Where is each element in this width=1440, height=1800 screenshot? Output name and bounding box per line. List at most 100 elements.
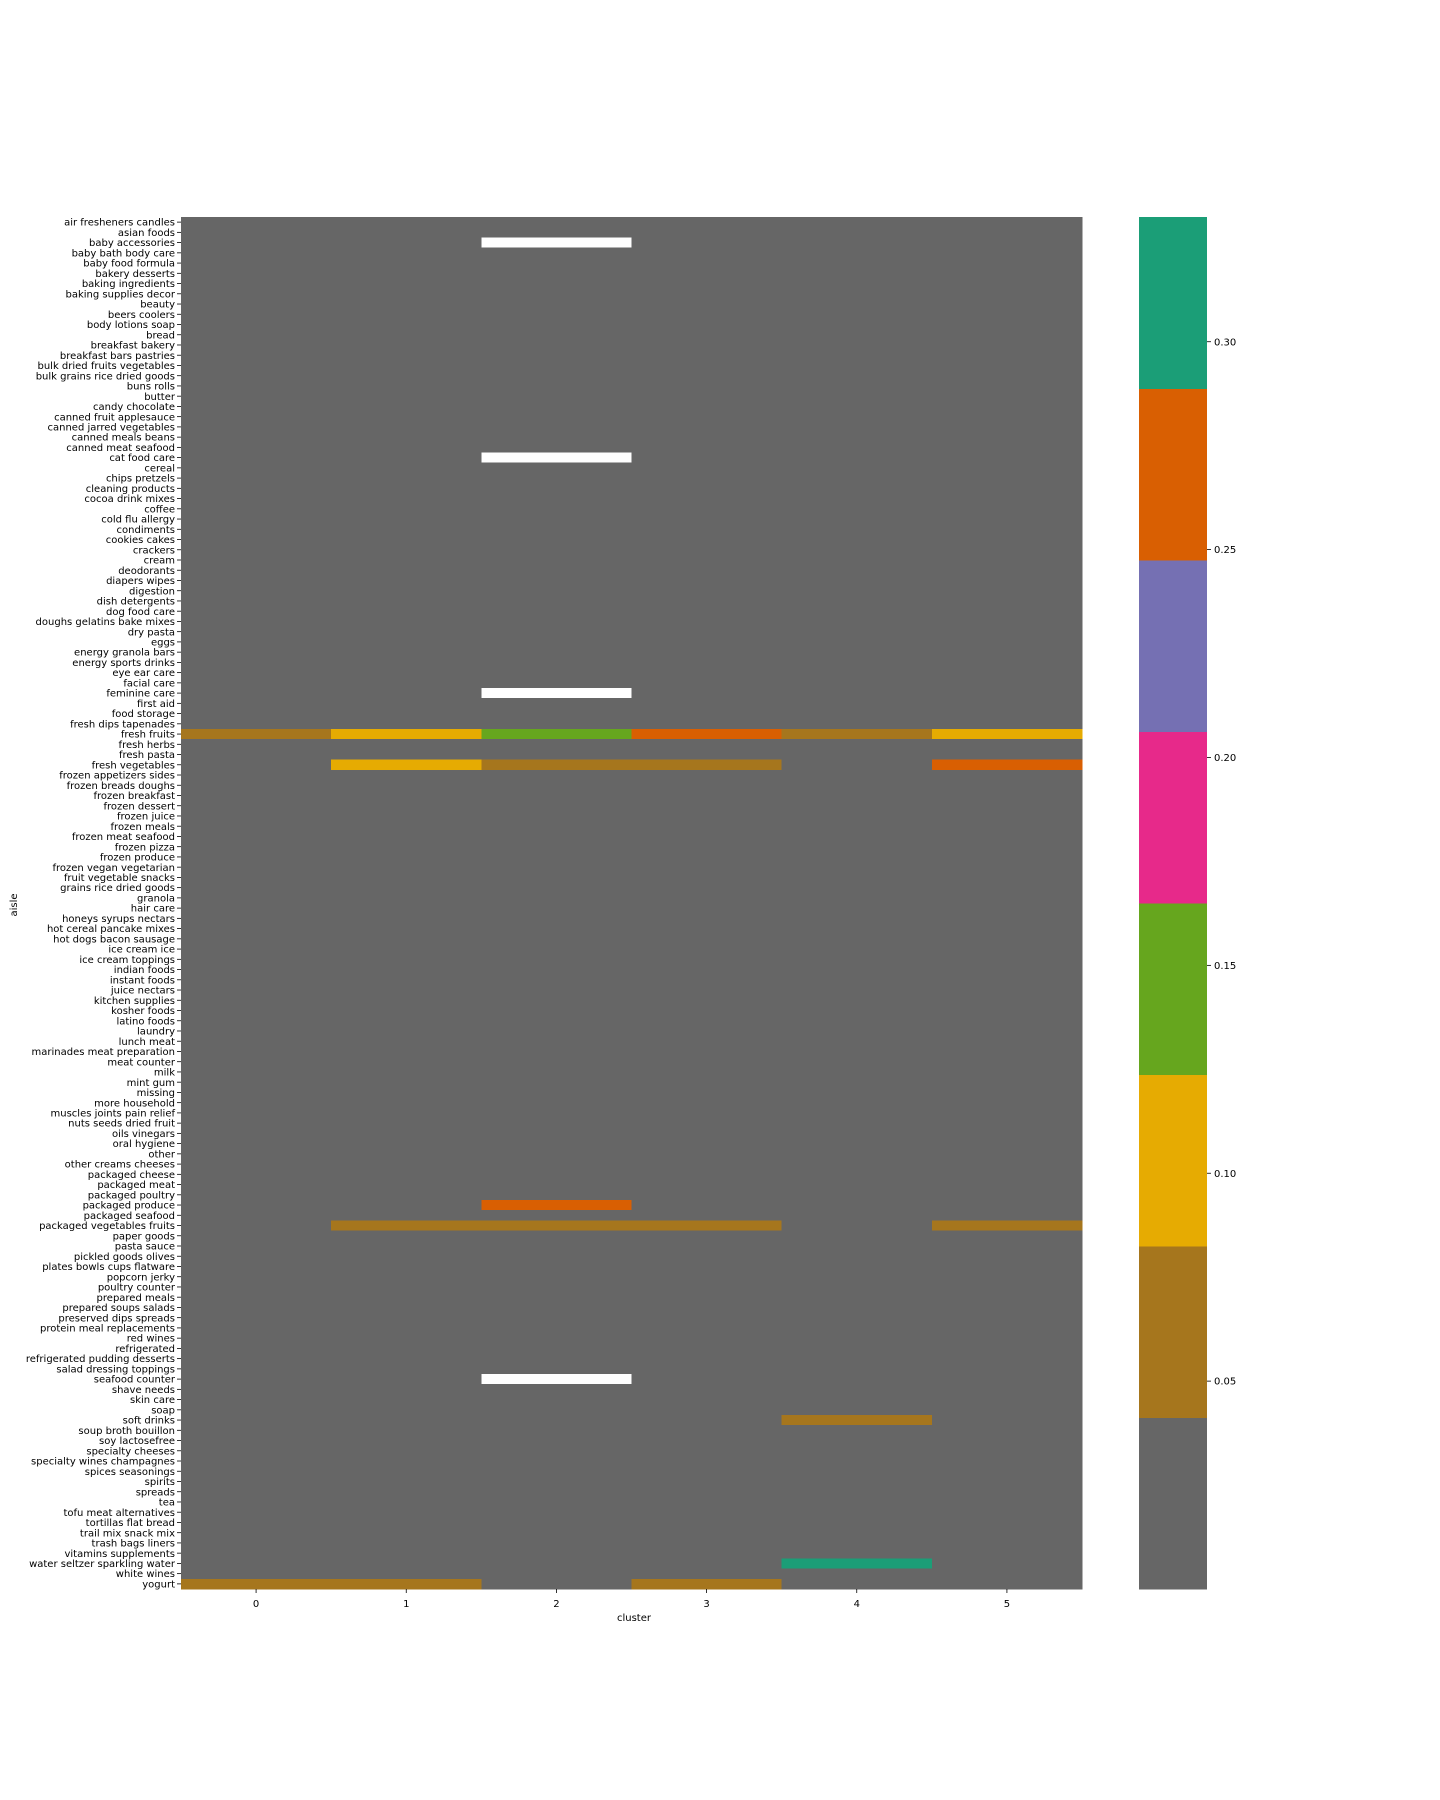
heatmap-cell xyxy=(481,769,633,781)
heatmap-cell xyxy=(631,1343,783,1355)
heatmap-cell xyxy=(331,339,482,351)
y-tick-label: meat counter xyxy=(107,1057,175,1068)
heatmap-cell xyxy=(481,1466,633,1477)
heatmap-cell xyxy=(781,1087,933,1099)
heatmap-cell xyxy=(181,892,332,904)
y-tick-label: paper goods xyxy=(113,1231,175,1242)
heatmap-cell xyxy=(331,943,482,955)
heatmap-cell xyxy=(781,1179,933,1191)
heatmap-cell xyxy=(931,1527,1083,1539)
heatmap-cell xyxy=(481,1015,633,1027)
x-tick-label: 0 xyxy=(253,1599,259,1610)
y-tick-label: granola xyxy=(137,893,175,904)
heatmap-cell xyxy=(481,237,633,249)
heatmap-cell xyxy=(481,1384,633,1396)
heatmap-cell xyxy=(481,1496,633,1508)
heatmap-cell xyxy=(331,268,482,280)
heatmap-cell xyxy=(631,1066,783,1078)
heatmap-cell xyxy=(331,780,482,791)
heatmap-cell xyxy=(331,1292,482,1303)
heatmap-cell xyxy=(481,1158,633,1170)
y-tick-label: plates bowls cups flatware xyxy=(42,1262,175,1273)
heatmap-cell xyxy=(931,524,1083,535)
heatmap-cell xyxy=(331,810,482,822)
heatmap-cell xyxy=(781,1312,933,1324)
heatmap-cell xyxy=(781,1036,933,1047)
heatmap-cell xyxy=(781,278,933,290)
heatmap-cell xyxy=(181,1302,332,1314)
heatmap-cell xyxy=(631,1322,783,1334)
y-tick-label: marinades meat preparation xyxy=(32,1047,176,1058)
heatmap-cell xyxy=(931,452,1083,464)
heatmap-cell xyxy=(631,636,783,648)
heatmap-cell xyxy=(781,1107,933,1119)
heatmap-cell xyxy=(181,1118,332,1129)
heatmap-cell xyxy=(931,1414,1083,1426)
heatmap-cell xyxy=(331,862,482,873)
heatmap-cell xyxy=(481,1302,633,1314)
heatmap-cell xyxy=(181,554,332,566)
heatmap-cell xyxy=(331,1476,482,1488)
heatmap-cell xyxy=(331,718,482,730)
heatmap-cell xyxy=(481,1251,633,1262)
colorbar-ticks: 0.05 0.10 0.15 0.20 0.25 0.30 xyxy=(1207,337,1236,1388)
heatmap-cell xyxy=(631,1548,783,1559)
heatmap-cell xyxy=(331,1414,482,1426)
y-tick-label: beauty xyxy=(140,300,175,311)
heatmap-cell xyxy=(331,1158,482,1170)
heatmap-cell xyxy=(931,585,1083,597)
heatmap-cell xyxy=(631,1466,783,1477)
heatmap-cell xyxy=(931,1333,1083,1344)
heatmap-cell xyxy=(481,442,633,454)
heatmap-cell xyxy=(331,1097,482,1109)
heatmap-cell xyxy=(631,421,783,433)
heatmap-cell xyxy=(331,380,482,392)
heatmap-cell xyxy=(481,831,633,843)
colorbar-tick-label: 0.30 xyxy=(1214,337,1236,348)
heatmap-cell xyxy=(631,800,783,812)
heatmap-cell xyxy=(781,1118,933,1129)
heatmap-cell xyxy=(931,1425,1083,1437)
y-tick-label: packaged cheese xyxy=(88,1170,175,1181)
heatmap-cell xyxy=(481,1414,633,1426)
colorbar-segment xyxy=(1139,731,1207,904)
heatmap-cell xyxy=(331,1578,482,1590)
heatmap-cell xyxy=(331,1343,482,1355)
heatmap-cell xyxy=(781,513,933,525)
heatmap-cell xyxy=(931,1363,1083,1375)
heatmap-cell xyxy=(781,933,933,945)
heatmap-cell xyxy=(631,493,783,505)
heatmap-cell xyxy=(181,350,332,361)
heatmap-cell xyxy=(931,872,1083,884)
heatmap-cell xyxy=(481,728,633,740)
y-tick-label: vitamins supplements xyxy=(64,1549,175,1560)
heatmap-cell xyxy=(631,923,783,935)
y-tick-label: prepared soups salads xyxy=(62,1303,175,1314)
heatmap-cell xyxy=(181,841,332,853)
heatmap-cell xyxy=(931,554,1083,566)
y-tick-label: hair care xyxy=(131,904,175,915)
heatmap-cell xyxy=(631,687,783,699)
heatmap-cell xyxy=(931,913,1083,925)
heatmap-cell xyxy=(931,1118,1083,1129)
heatmap-cell xyxy=(481,575,633,587)
y-tick-label: frozen produce xyxy=(100,853,175,864)
heatmap-cell xyxy=(781,1343,933,1355)
heatmap-cell xyxy=(331,360,482,372)
heatmap-cell xyxy=(781,687,933,699)
heatmap-cell xyxy=(781,1261,933,1273)
heatmap-cell xyxy=(181,995,332,1006)
x-tick-label: 2 xyxy=(553,1599,559,1610)
heatmap-cell xyxy=(781,708,933,720)
heatmap-cell xyxy=(481,1240,633,1252)
y-tick-label: energy sports drinks xyxy=(72,658,175,669)
heatmap-cell xyxy=(181,708,332,720)
y-tick-label: hot dogs bacon sausage xyxy=(53,934,175,945)
heatmap-cell xyxy=(781,1404,933,1416)
y-tick-label: bread xyxy=(146,330,175,341)
heatmap-cell xyxy=(781,1281,933,1293)
heatmap-cell xyxy=(931,462,1083,474)
heatmap-cell xyxy=(931,769,1083,781)
heatmap-cell xyxy=(331,728,482,740)
